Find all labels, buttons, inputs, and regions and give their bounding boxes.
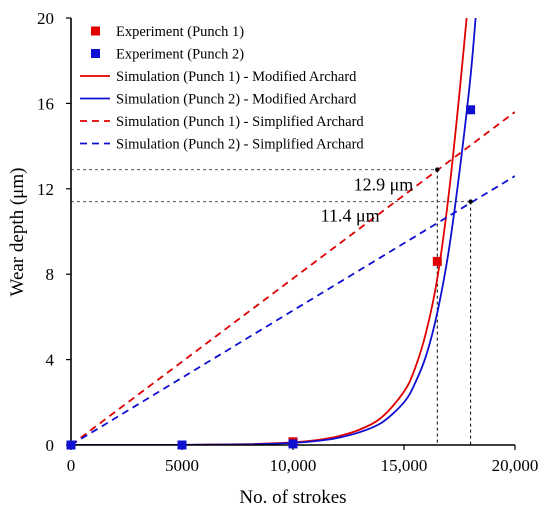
guide-lines: [71, 169, 472, 445]
legend-label: Simulation (Punch 2) - Simplified Archar…: [116, 137, 364, 153]
series-group: [71, 18, 515, 445]
legend-label: Simulation (Punch 1) - Modified Archard: [116, 69, 357, 85]
legend-label: Simulation (Punch 1) - Simplified Archar…: [116, 114, 364, 130]
x-tick-label: 5000: [165, 456, 199, 475]
marker-experiment-punch-2: [66, 440, 76, 450]
y-tick-label: 8: [46, 265, 55, 284]
y-tick-label: 12: [37, 180, 54, 199]
legend-swatch-marker: [91, 49, 100, 58]
x-tick-label: 20,000: [492, 456, 539, 475]
legend: Experiment (Punch 1) Experiment (Punch 2)…: [80, 24, 364, 153]
legend-label: Experiment (Punch 2): [116, 47, 244, 63]
annotation-label: 12.9 μm: [354, 175, 414, 195]
marker-experiment-punch-2: [177, 440, 187, 450]
series-line-simulation-punch-2-modified-archard: [71, 18, 477, 445]
series-line-simulation-punch-1-simplified-archard: [71, 111, 515, 445]
y-tick-label: 20: [37, 9, 54, 28]
marker-experiment-punch-2: [466, 105, 476, 115]
y-axis-title: Wear depth (μm): [7, 168, 28, 297]
legend-label: Simulation (Punch 2) - Modified Archard: [116, 92, 357, 108]
legend-swatch-marker: [91, 26, 100, 36]
series-line-simulation-punch-1-modified-archard: [71, 18, 468, 445]
x-tick-label: 10,000: [270, 456, 317, 475]
y-tick-label: 16: [37, 94, 54, 113]
x-tick-label: 15,000: [381, 456, 428, 475]
markers: [66, 105, 476, 450]
annotation-label: 11.4 μm: [321, 206, 380, 226]
y-tick-label: 0: [46, 436, 55, 455]
x-axis-title: No. of strokes: [239, 487, 346, 508]
intersection-dot: [468, 199, 473, 204]
marker-experiment-punch-2: [288, 439, 298, 449]
y-tick-label: 4: [46, 351, 55, 370]
intersection-dot: [435, 167, 440, 172]
legend-label: Experiment (Punch 1): [116, 24, 244, 40]
x-tick-label: 0: [67, 456, 76, 475]
marker-experiment-punch-1: [432, 256, 442, 266]
annotations: 12.9 μm 11.4 μm: [321, 175, 414, 226]
ticks: 0 5000 10,000 15,000 20,000 0 4 8 12 16 20: [37, 9, 538, 475]
series-line-simulation-punch-2-simplified-archard: [71, 175, 515, 445]
